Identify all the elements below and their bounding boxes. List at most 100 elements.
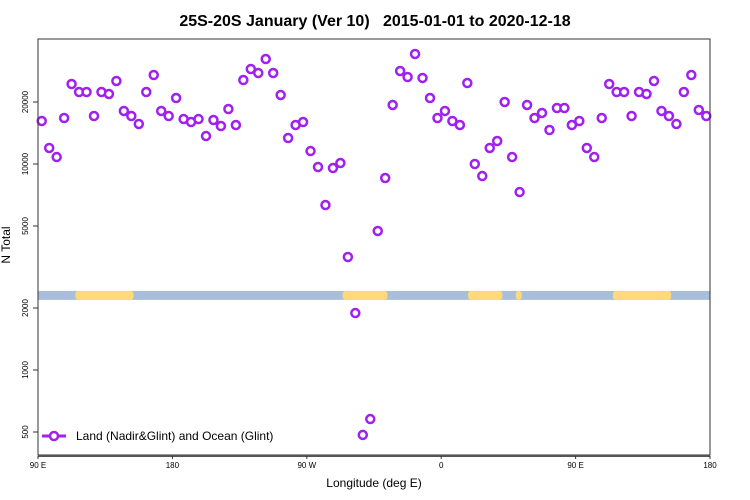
data-point xyxy=(141,86,152,98)
x-tick-label: 90 W xyxy=(297,461,316,470)
data-point xyxy=(51,151,62,163)
data-point xyxy=(260,53,271,65)
data-point xyxy=(372,225,383,237)
data-points xyxy=(36,48,712,441)
data-point xyxy=(491,135,503,147)
data-point xyxy=(312,161,324,173)
data-point xyxy=(417,72,428,84)
data-point xyxy=(484,142,495,154)
data-point xyxy=(469,158,481,170)
land-segment xyxy=(75,290,134,300)
data-point xyxy=(499,96,510,108)
y-tick-label: 2000 xyxy=(21,299,30,317)
data-point xyxy=(402,71,413,83)
data-point xyxy=(297,116,309,128)
land-segment xyxy=(612,290,672,300)
data-point xyxy=(432,112,443,124)
data-point xyxy=(103,88,115,100)
x-tick-label: 0 xyxy=(439,461,444,470)
data-point xyxy=(275,89,286,101)
data-point xyxy=(603,78,615,90)
data-point xyxy=(133,118,145,130)
data-point xyxy=(671,118,682,130)
data-point xyxy=(648,75,660,87)
data-point xyxy=(88,110,100,122)
data-point xyxy=(163,110,174,122)
data-point xyxy=(148,69,159,81)
data-point xyxy=(536,107,548,119)
y-tick-label: 10000 xyxy=(21,152,30,175)
data-point xyxy=(379,172,391,184)
x-tick-label: 180 xyxy=(703,461,717,470)
data-point xyxy=(514,186,525,198)
data-point xyxy=(394,65,406,77)
data-point xyxy=(409,48,421,60)
data-point xyxy=(230,119,242,131)
data-point xyxy=(267,67,279,79)
data-point xyxy=(208,114,219,126)
y-axis-ticks: 500 1000 2000 5000 10000 20000 xyxy=(21,90,38,439)
data-point xyxy=(111,75,122,87)
x-tick-label: 90 E xyxy=(30,461,46,470)
x-axis-ticks: 90 E 180 90 W 0 90 E 180 xyxy=(30,456,717,470)
data-point xyxy=(589,151,600,163)
data-point xyxy=(365,413,376,425)
y-axis-label: N Total xyxy=(0,226,13,263)
data-point xyxy=(566,119,578,131)
data-point xyxy=(327,162,339,174)
data-point xyxy=(200,130,212,142)
data-point xyxy=(387,99,398,111)
data-point xyxy=(223,103,234,115)
x-tick-label: 90 E xyxy=(567,461,583,470)
data-point xyxy=(521,99,533,111)
data-point xyxy=(439,105,451,117)
data-point xyxy=(193,113,204,125)
data-point xyxy=(686,69,697,81)
y-tick-label: 5000 xyxy=(21,217,30,235)
data-point xyxy=(596,112,607,124)
data-point xyxy=(357,429,369,441)
data-point xyxy=(282,132,294,144)
data-point xyxy=(462,77,473,89)
data-point xyxy=(506,151,518,163)
data-point xyxy=(477,170,488,182)
data-point xyxy=(454,119,466,131)
data-point xyxy=(81,86,92,98)
legend: Land (Nadir&Glint) and Ocean (Glint) xyxy=(42,429,273,443)
plot-frame xyxy=(37,38,711,456)
data-point xyxy=(574,115,585,127)
data-point xyxy=(544,124,555,136)
data-point xyxy=(170,92,182,104)
data-point xyxy=(656,105,667,117)
land-segment xyxy=(515,290,522,300)
data-point xyxy=(305,145,316,157)
data-point xyxy=(678,86,690,98)
data-point xyxy=(350,307,361,319)
legend-label: Land (Nadir&Glint) and Ocean (Glint) xyxy=(76,429,273,443)
data-point xyxy=(641,88,652,100)
data-point xyxy=(320,199,331,211)
data-point xyxy=(335,157,346,169)
data-point xyxy=(701,110,712,122)
data-point xyxy=(253,67,264,79)
y-tick-label: 1000 xyxy=(21,361,30,379)
land-segment xyxy=(468,290,503,300)
y-tick-label: 500 xyxy=(21,425,30,439)
data-point xyxy=(36,115,47,127)
data-point xyxy=(559,102,570,114)
x-tick-label: 180 xyxy=(166,461,180,470)
data-point xyxy=(618,86,630,98)
data-point xyxy=(447,115,458,127)
data-point xyxy=(581,142,593,154)
land-sea-strip xyxy=(38,290,710,300)
data-point xyxy=(626,110,637,122)
data-point xyxy=(342,251,354,263)
y-tick-label: 20000 xyxy=(21,90,30,113)
data-point xyxy=(66,78,77,90)
data-point xyxy=(529,112,540,124)
legend-marker xyxy=(48,430,60,442)
data-point xyxy=(663,110,675,122)
data-point xyxy=(155,105,167,117)
data-point xyxy=(118,105,130,117)
